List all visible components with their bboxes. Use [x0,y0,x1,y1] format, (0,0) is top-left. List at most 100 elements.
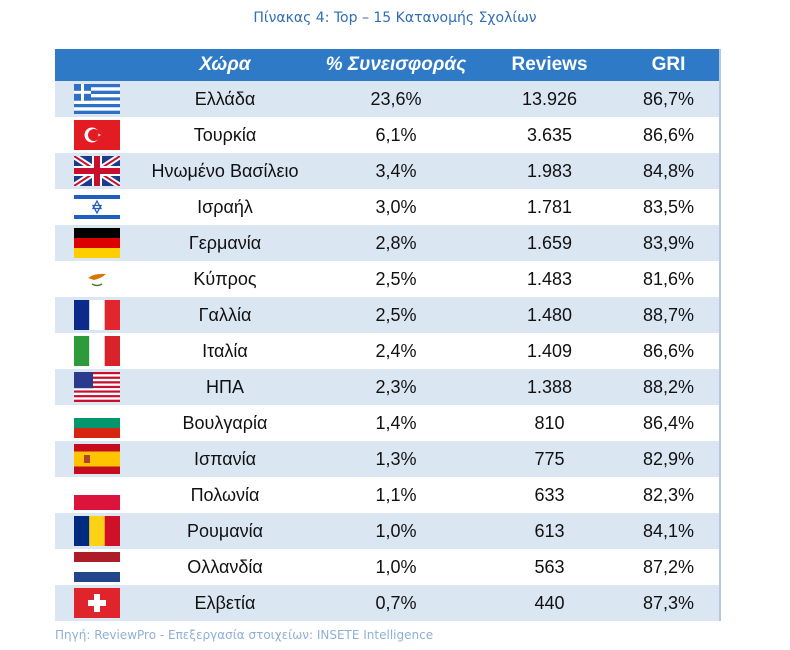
italy-flag-icon [74,336,120,366]
usa-flag-icon [74,372,120,402]
country-cell: Ιταλία [202,340,248,361]
table-row: Ιταλία 2,4% 1.409 86,6% [55,333,719,369]
percent-cell: 2,3% [375,376,417,397]
netherlands-flag-icon [74,552,120,582]
gri-cell: 86,6% [642,340,695,361]
table-row: Γερμανία 2,8% 1.659 83,9% [55,225,719,261]
table-row: ΗΠΑ 2,3% 1.388 88,2% [55,369,719,405]
percent-cell: 1,0% [375,520,417,541]
greece-flag-icon [74,84,120,114]
gri-cell: 81,6% [642,268,695,289]
reviews-cell: 440 [534,592,565,613]
gri-cell: 88,2% [642,376,695,397]
gri-cell: 82,3% [642,484,695,505]
gri-cell: 86,7% [642,88,695,109]
country-cell: Τουρκία [193,124,257,145]
percent-cell: 3,4% [375,160,417,181]
flag-cell [55,297,139,333]
flag-cell [55,81,139,117]
percent-cell: 1,0% [375,556,417,577]
percent-cell: 2,5% [375,268,417,289]
percent-cell: 2,4% [375,340,417,361]
flag-cell [55,585,139,621]
table-row: Ολλανδία 1,0% 563 87,2% [55,549,719,585]
table-row: Ηνωμένο Βασίλειο 3,4% 1.983 84,8% [55,153,719,189]
table-caption: Πίνακας 4: Top – 15 Κατανομής Σχολίων [253,10,537,26]
table-row: Κύπρος 2,5% 1.483 81,6% [55,261,719,297]
turkey-flag-icon [74,120,120,150]
flag-cell [55,117,139,153]
gri-cell: 84,1% [642,520,695,541]
percent-cell: 1,4% [375,412,417,433]
cyprus-flag-icon [74,264,120,294]
gri-cell: 83,9% [642,232,695,253]
reviews-cell: 3.635 [526,124,573,145]
percent-cell: 23,6% [370,88,422,109]
table-row: Γαλλία 2,5% 1.480 88,7% [55,297,719,333]
country-cell: Κύπρος [193,268,257,289]
header-reviews: Reviews [511,54,588,75]
flag-cell [55,549,139,585]
gri-cell: 88,7% [642,304,695,325]
reviews-table: Χώρα % Συνεισφοράς Reviews GRI Ελλάδα 23… [55,49,721,621]
table-row: Ρουμανία 1,0% 613 84,1% [55,513,719,549]
percent-cell: 2,5% [375,304,417,325]
percent-cell: 3,0% [375,196,417,217]
romania-flag-icon [74,516,120,546]
country-cell: Ηνωμένο Βασίλειο [151,160,299,181]
percent-cell: 2,8% [375,232,417,253]
table-row: Βουλγαρία 1,4% 810 86,4% [55,405,719,441]
header-percent: % Συνεισφοράς [325,54,467,75]
flag-cell [55,513,139,549]
france-flag-icon [74,300,120,330]
switzerland-flag-icon [74,588,120,618]
reviews-cell: 563 [534,556,565,577]
gri-cell: 84,8% [642,160,695,181]
flag-cell [55,153,139,189]
flag-cell [55,441,139,477]
reviews-cell: 1.480 [526,304,573,325]
reviews-cell: 1.659 [526,232,573,253]
country-cell: Ρουμανία [186,520,264,541]
country-cell: ΗΠΑ [205,376,244,397]
table-row: Τουρκία 6,1% 3.635 86,6% [55,117,719,153]
reviews-cell: 1.781 [526,196,573,217]
flag-cell [55,369,139,405]
gri-cell: 82,9% [642,448,695,469]
table-row: Πολωνία 1,1% 633 82,3% [55,477,719,513]
reviews-cell: 1.388 [526,376,573,397]
gri-cell: 87,2% [642,556,695,577]
gri-cell: 83,5% [642,196,695,217]
gri-cell: 87,3% [642,592,695,613]
uk-flag-icon [74,156,120,186]
reviews-cell: 13.926 [521,88,578,109]
flag-cell [55,189,139,225]
percent-cell: 1,3% [375,448,417,469]
country-cell: Ελλάδα [194,88,256,109]
percent-cell: 6,1% [375,124,417,145]
reviews-cell: 633 [534,484,565,505]
spain-flag-icon [74,444,120,474]
header-country: Χώρα [199,54,251,75]
table-row: Ισπανία 1,3% 775 82,9% [55,441,719,477]
country-cell: Ισπανία [193,448,257,469]
bulgaria-flag-icon [74,408,120,438]
flag-cell [55,333,139,369]
country-cell: Ελβετία [194,592,256,613]
table-row: Ισραήλ 3,0% 1.781 83,5% [55,189,719,225]
flag-cell [55,225,139,261]
header-flag-cell [55,49,139,81]
germany-flag-icon [74,228,120,258]
flag-cell [55,261,139,297]
flag-cell [55,405,139,441]
reviews-cell: 1.983 [526,160,573,181]
poland-flag-icon [74,480,120,510]
table-header: Χώρα % Συνεισφοράς Reviews GRI [55,49,719,81]
percent-cell: 1,1% [375,484,417,505]
table-row: Ελβετία 0,7% 440 87,3% [55,585,719,621]
source-note: Πηγή: ReviewPro - Επεξεργασία στοιχείων:… [55,628,434,642]
flag-cell [55,477,139,513]
gri-cell: 86,4% [642,412,695,433]
country-cell: Ισραήλ [197,196,253,217]
reviews-cell: 775 [534,448,565,469]
